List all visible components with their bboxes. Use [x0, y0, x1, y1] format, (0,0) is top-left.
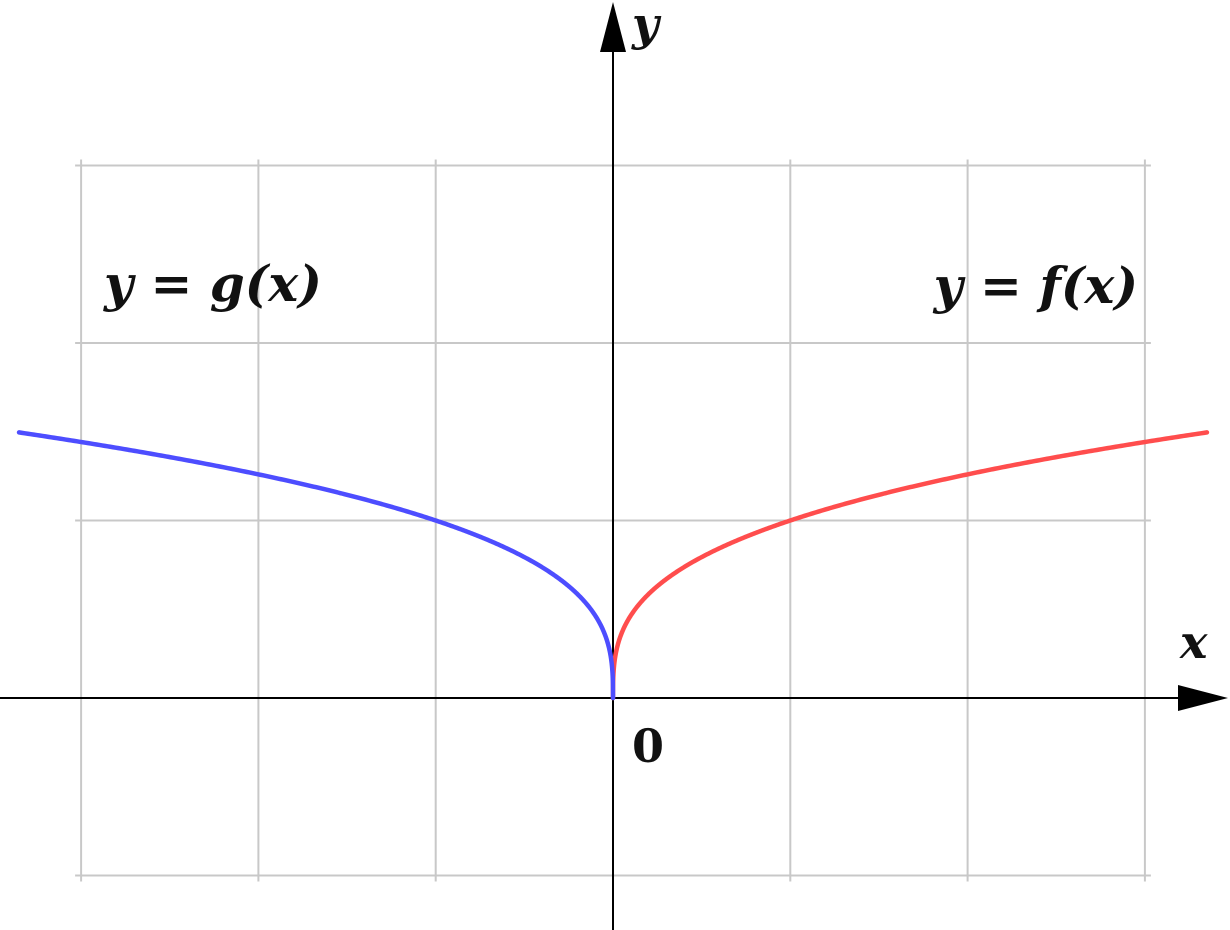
series-line-f — [610, 430, 1210, 701]
y-axis-arrow — [600, 2, 626, 52]
curves — [16, 430, 1210, 701]
series-label-f: y = f(x) — [933, 256, 1138, 315]
series-label-g: y = g(x) — [103, 254, 322, 313]
origin-label: 0 — [632, 719, 664, 773]
series-line-g — [16, 430, 616, 701]
x-axis-arrow — [1178, 685, 1228, 711]
x-axis-label: x — [1179, 615, 1208, 669]
y-axis-label: y — [631, 0, 662, 51]
